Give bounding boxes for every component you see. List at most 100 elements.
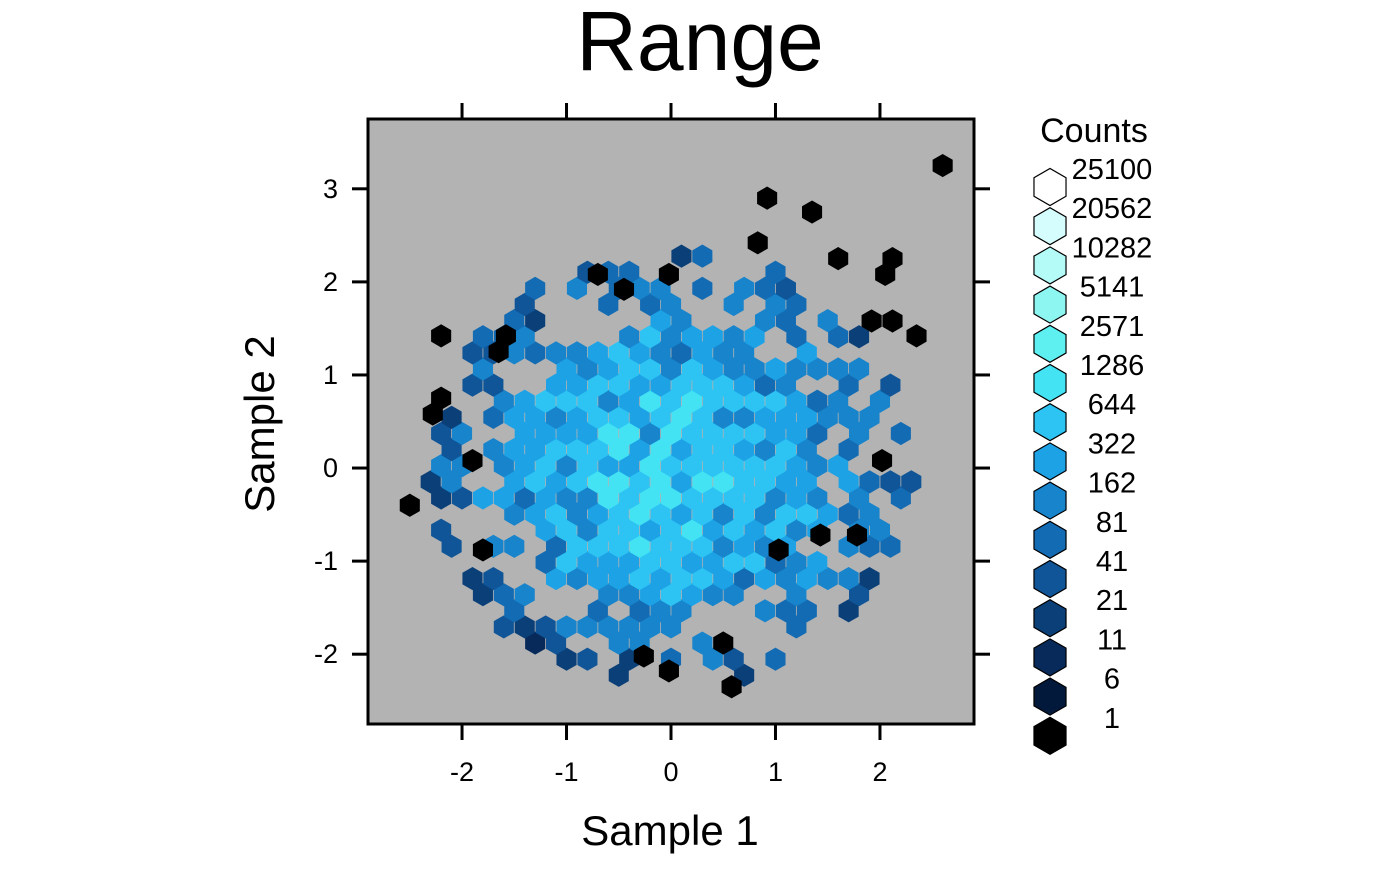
hex-cell xyxy=(650,599,671,623)
hex-cell xyxy=(702,647,723,671)
hex-cell xyxy=(556,389,577,413)
hex-cell xyxy=(556,421,577,446)
hex-cell xyxy=(619,454,640,478)
hex-cell xyxy=(775,373,796,397)
hex-cell xyxy=(577,486,598,510)
legend-label: 6 xyxy=(1104,664,1120,696)
hex-cell xyxy=(566,373,588,397)
hex-cell xyxy=(838,438,859,462)
hex-cell xyxy=(786,421,807,446)
hex-cell xyxy=(723,647,744,671)
hex-cell xyxy=(786,615,807,639)
hex-cell xyxy=(660,454,682,478)
hex-cell xyxy=(681,421,702,446)
hex-cell xyxy=(817,405,838,429)
hex-cell xyxy=(754,276,776,300)
hex-cell xyxy=(765,486,786,510)
legend-key xyxy=(1033,363,1067,403)
hex-cell xyxy=(619,389,640,413)
hex-cell xyxy=(566,534,588,558)
hex-cell xyxy=(504,341,525,365)
hex-cell xyxy=(671,566,692,591)
hex-cell xyxy=(723,486,744,510)
hex-cell xyxy=(882,309,903,333)
hex-cell xyxy=(587,405,608,429)
legend-key xyxy=(1033,481,1067,520)
hex-cell xyxy=(556,454,577,478)
x-tick-label: -1 xyxy=(555,757,579,787)
hex-cell xyxy=(880,534,901,558)
hex-cell xyxy=(650,502,671,526)
hex-cell xyxy=(556,518,577,542)
hex-cell xyxy=(493,454,514,478)
hex-cell xyxy=(420,470,441,494)
hex-cell xyxy=(713,405,734,429)
hex-cell xyxy=(514,486,535,510)
hex-cell xyxy=(786,454,807,478)
hex-cell xyxy=(650,405,671,429)
legend-label: 1 xyxy=(1104,703,1120,735)
hex-cell xyxy=(422,402,443,426)
hex-cell xyxy=(775,566,796,591)
hex-cell xyxy=(681,550,702,575)
hex-cell xyxy=(775,438,796,462)
hex-cell xyxy=(796,599,817,623)
hex-cell xyxy=(462,373,483,397)
hex-cell xyxy=(692,276,713,300)
hex-cell xyxy=(734,276,755,300)
hex-cell xyxy=(702,325,723,349)
hex-cell xyxy=(681,389,702,413)
legend: Counts 25100 20562 10282 5141 2571 1286 644 322… xyxy=(1033,112,1153,755)
hex-cell xyxy=(723,357,744,381)
y-tick-label: 2 xyxy=(323,267,338,297)
hex-cell xyxy=(619,518,640,542)
legend-key xyxy=(1033,638,1067,677)
x-tick-label: 2 xyxy=(872,757,887,787)
hex-cell xyxy=(587,470,608,494)
hex-cell xyxy=(681,486,702,510)
hex-cell xyxy=(629,502,650,526)
hex-cell xyxy=(640,357,661,381)
hex-cell xyxy=(861,309,882,333)
hex-cell xyxy=(901,470,922,494)
hex-cell xyxy=(629,373,650,397)
axes: -2 -1 0 1 2 -2 -1 0 1 2 3 xyxy=(314,103,990,787)
hex-cell xyxy=(608,438,629,462)
chart-title: Range xyxy=(576,0,824,88)
hex-cell xyxy=(598,550,619,575)
hex-cell xyxy=(692,631,713,655)
hex-cell xyxy=(859,502,880,526)
hex-cell xyxy=(692,534,713,558)
hex-cell xyxy=(744,550,765,575)
hex-cell xyxy=(859,405,880,429)
hex-cell xyxy=(702,583,723,607)
hex-cell xyxy=(932,153,953,178)
hex-cell xyxy=(577,518,598,542)
hex-cell xyxy=(786,583,807,607)
hex-cell xyxy=(734,470,755,494)
hex-cell xyxy=(765,518,786,542)
hex-cell xyxy=(734,373,755,397)
hex-cell xyxy=(671,405,692,429)
hex-cell xyxy=(633,644,654,668)
hex-cell xyxy=(566,566,588,591)
legend-label: 25100 xyxy=(1072,154,1153,186)
hex-cell xyxy=(796,438,817,462)
hex-cell xyxy=(692,244,713,268)
hex-cell xyxy=(546,341,567,365)
legend-label: 81 xyxy=(1096,507,1128,539)
hex-cell xyxy=(660,583,682,607)
hex-cell xyxy=(493,486,514,510)
hex-cell xyxy=(556,357,577,381)
hex-cell xyxy=(493,583,514,607)
hex-cell xyxy=(775,276,796,300)
hex-cell xyxy=(880,373,901,397)
hex-cell xyxy=(692,438,713,462)
legend-key xyxy=(1033,599,1067,638)
hex-cell xyxy=(754,502,776,526)
hex-cell xyxy=(765,292,786,317)
legend-key xyxy=(1033,207,1067,246)
hex-cell xyxy=(765,357,786,381)
hex-cell xyxy=(587,566,608,591)
hex-cell xyxy=(525,438,546,462)
